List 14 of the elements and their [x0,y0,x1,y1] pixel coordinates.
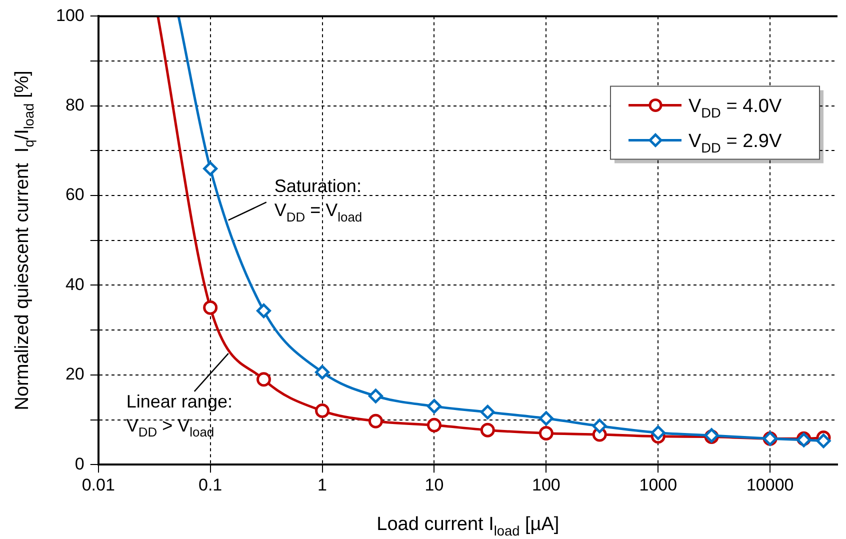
y-tick-label: 100 [56,6,84,25]
x-tick-label: 10 [424,475,444,494]
x-tick-label: 100 [532,475,560,494]
y-tick-label: 60 [65,185,84,204]
y-tick-label: 20 [65,364,84,384]
x-tick-label: 0.01 [82,475,115,494]
x-tick-label: 1000 [639,475,678,494]
y-tick-label: 80 [65,96,84,115]
x-tick-label: 1 [318,475,328,494]
x-tick-label: 0.1 [198,475,222,494]
y-tick-label: 0 [74,454,84,474]
y-axis-title: Normalized quiescent current Iq/Iload [%] [12,70,36,410]
x-tick-label: 10000 [746,475,794,494]
y-tick-label: 40 [65,274,84,294]
